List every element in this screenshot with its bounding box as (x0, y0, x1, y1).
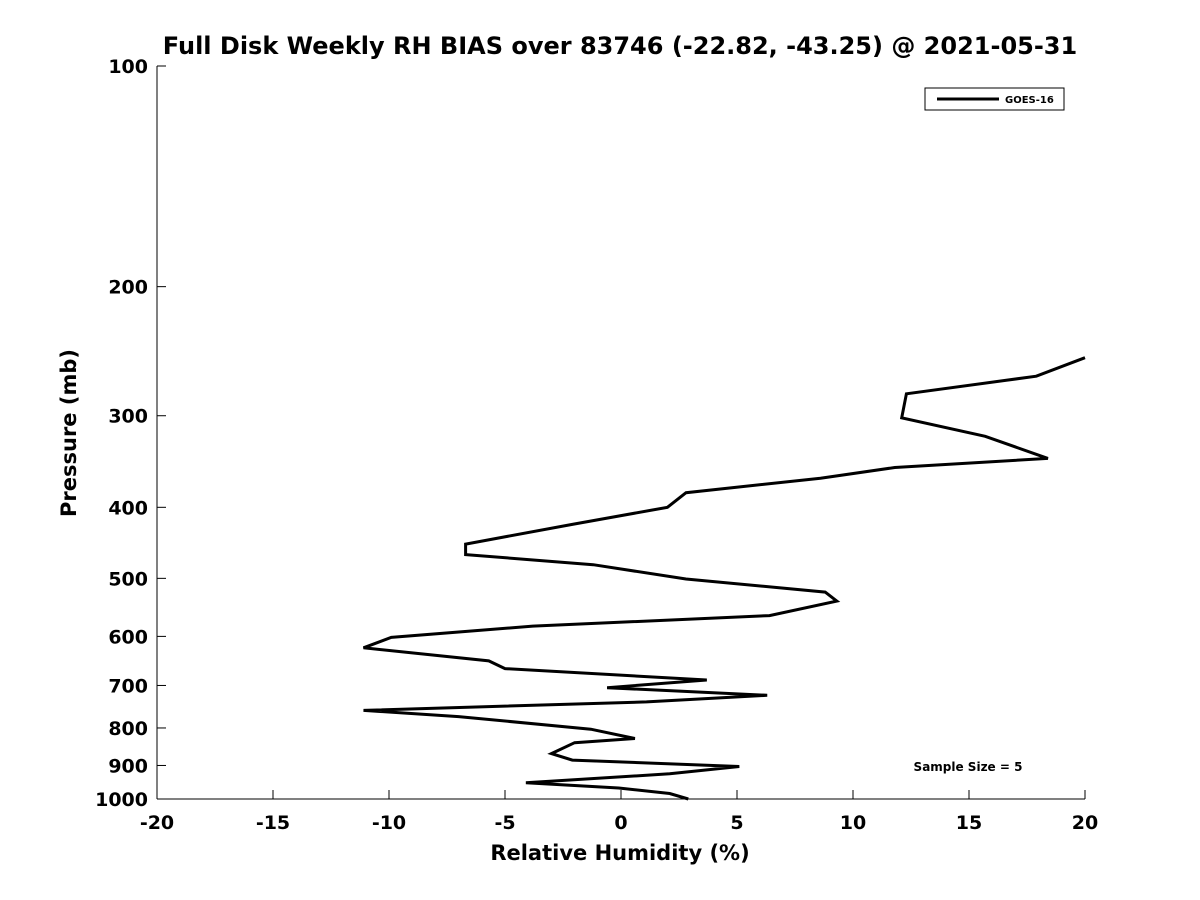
y-tick-label: 100 (108, 56, 148, 78)
y-tick-label: 1000 (95, 789, 148, 811)
y-tick-label: 600 (108, 626, 148, 648)
y-tick-label: 500 (108, 568, 148, 590)
y-tick-label: 200 (108, 277, 148, 299)
x-tick-label: 0 (614, 812, 627, 834)
x-tick-label: -5 (494, 812, 515, 834)
y-tick-label: 700 (108, 675, 148, 697)
series-line-goes-16 (362, 356, 1086, 801)
x-tick-label: 10 (840, 812, 866, 834)
legend-label-goes-16: GOES-16 (1005, 95, 1054, 106)
y-tick-label: 300 (108, 406, 148, 428)
y-tick-label: 800 (108, 718, 148, 740)
y-tick-label: 900 (108, 755, 148, 777)
y-axis-ticks: 100 200 300 400 500 600 700 800 900 1000 (95, 56, 166, 811)
chart-title: Full Disk Weekly RH BIAS over 83746 (-22… (163, 32, 1077, 60)
legend: GOES-16 (924, 87, 1065, 111)
x-axis-label: Relative Humidity (%) (490, 841, 749, 865)
x-tick-label: 20 (1072, 812, 1098, 834)
x-tick-label: -15 (256, 812, 290, 834)
x-tick-label: 15 (956, 812, 982, 834)
x-tick-label: -20 (140, 812, 174, 834)
y-axis-label: Pressure (mb) (57, 349, 81, 517)
sample-size-annotation: Sample Size = 5 (914, 760, 1023, 774)
series-layer (362, 356, 1086, 801)
y-tick-label: 400 (108, 497, 148, 519)
x-tick-label: 5 (730, 812, 743, 834)
x-axis-ticks: -20 -15 -10 -5 0 5 10 15 20 (140, 790, 1098, 834)
x-tick-label: -10 (372, 812, 406, 834)
